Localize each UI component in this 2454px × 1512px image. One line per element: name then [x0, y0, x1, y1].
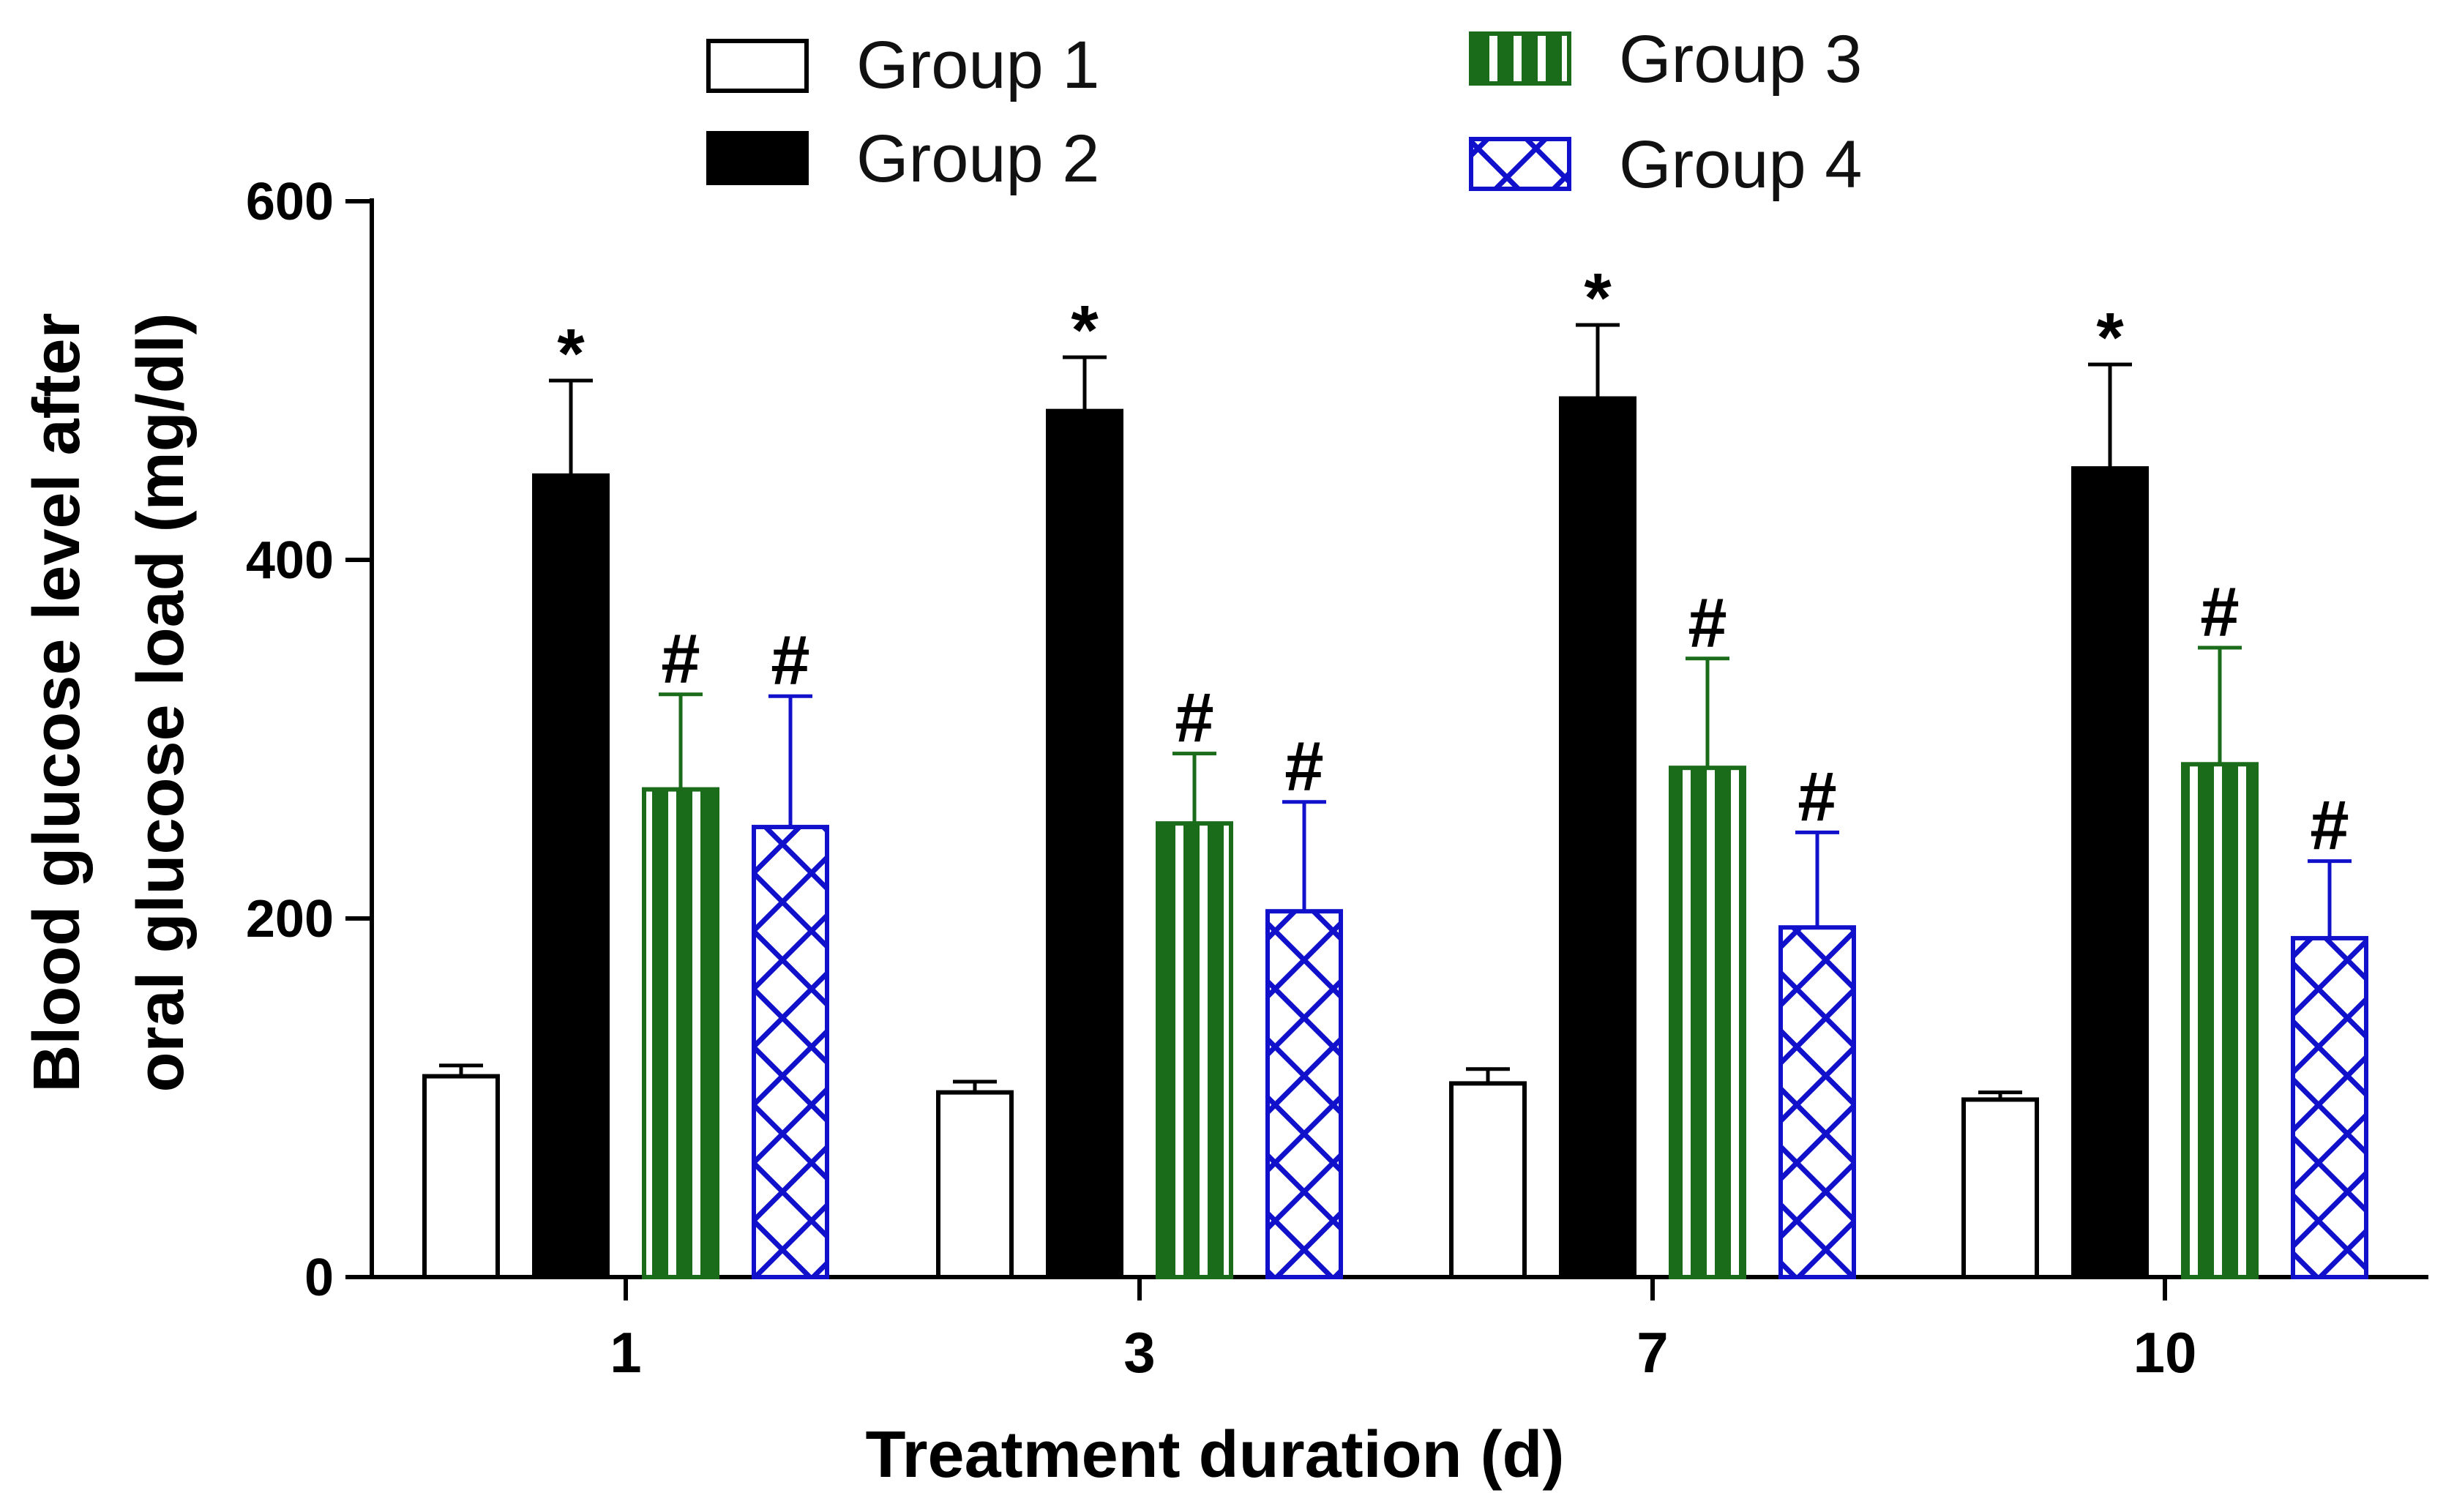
x-tick-label-10: 10: [2133, 1320, 2197, 1385]
bar-group-2-day-7-significance: *: [1584, 259, 1612, 337]
bar-group-1-day-3: [936, 1090, 1014, 1280]
legend-swatch-group-4: [1469, 137, 1571, 191]
bar-group-2-day-3-significance: *: [1071, 291, 1099, 370]
legend-label-group-3: Group 3: [1619, 22, 1862, 97]
y-tick-label-200: 200: [246, 890, 334, 948]
bar-group-4-day-1: [752, 825, 829, 1280]
legend-item-group-2: Group 2: [706, 121, 1099, 196]
legend-item-group-4: Group 4: [1469, 127, 1862, 202]
bar-group-2-day-1: [532, 473, 610, 1279]
y-tick-label-600: 600: [246, 173, 334, 231]
bar-group-4-day-1-significance: #: [771, 621, 809, 700]
bar-group-3-day-10: [2181, 762, 2259, 1280]
bar-group-4-day-10: [2291, 935, 2368, 1279]
x-tick-label-1: 1: [610, 1320, 641, 1385]
bar-group-1-day-1: [422, 1074, 500, 1279]
legend-swatch-group-3: [1469, 31, 1571, 86]
bar-group-3-day-7-significance: #: [1688, 584, 1727, 662]
legend-label-group-4: Group 4: [1619, 127, 1862, 202]
bar-group-3-day-1: [642, 787, 719, 1279]
x-axis-title: Treatment duration (d): [865, 1418, 1564, 1492]
y-axis-title-line-2: oral glucose load (mg/dl): [124, 312, 198, 1092]
legend: Group 1 Group 2 Group 3 Group 4: [706, 22, 1862, 202]
legend-label-group-2: Group 2: [856, 121, 1099, 196]
bar-group-2-day-1-significance: *: [557, 315, 585, 393]
x-tick-label-3: 3: [1123, 1320, 1155, 1385]
bar-group-3-day-7: [1669, 766, 1746, 1279]
legend-swatch-group-2: [706, 131, 809, 185]
bar-group-4-day-7: [1778, 925, 1856, 1279]
bar-group-4-day-10-significance: #: [2310, 787, 2349, 865]
y-axis-title-line-1: Blood glucose level after: [20, 312, 94, 1092]
bar-group-2-day-3: [1046, 408, 1123, 1279]
legend-item-group-3: Group 3: [1469, 22, 1862, 97]
y-tick-label-0: 0: [304, 1249, 334, 1307]
x-tick-label-7: 7: [1636, 1320, 1668, 1385]
plot-area: 0 200 400 600 1 3 7 10 * * * * # # # # # # # #: [246, 173, 2428, 1385]
y-tick-label-400: 400: [246, 531, 334, 590]
bar-group-1-day-7: [1449, 1081, 1527, 1280]
bar-group-3-day-10-significance: #: [2200, 573, 2239, 651]
bar-group-3-day-3: [1156, 821, 1233, 1279]
bar-group-3-day-1-significance: #: [661, 620, 700, 698]
bar-group-3-day-3-significance: #: [1175, 679, 1213, 757]
bar-group-2-day-10-significance: *: [2096, 299, 2124, 377]
bar-group-2-day-10: [2071, 466, 2149, 1279]
bar-group-4-day-3: [1265, 909, 1343, 1279]
bar-group-2-day-7: [1559, 396, 1636, 1279]
bar-group-1-day-10: [1961, 1097, 2039, 1279]
bar-group-4-day-3-significance: #: [1284, 727, 1323, 806]
bar-group-4-day-7-significance: #: [1798, 757, 1836, 836]
legend-swatch-group-1: [706, 39, 809, 93]
legend-label-group-1: Group 1: [856, 28, 1099, 102]
legend-item-group-1: Group 1: [706, 28, 1099, 102]
